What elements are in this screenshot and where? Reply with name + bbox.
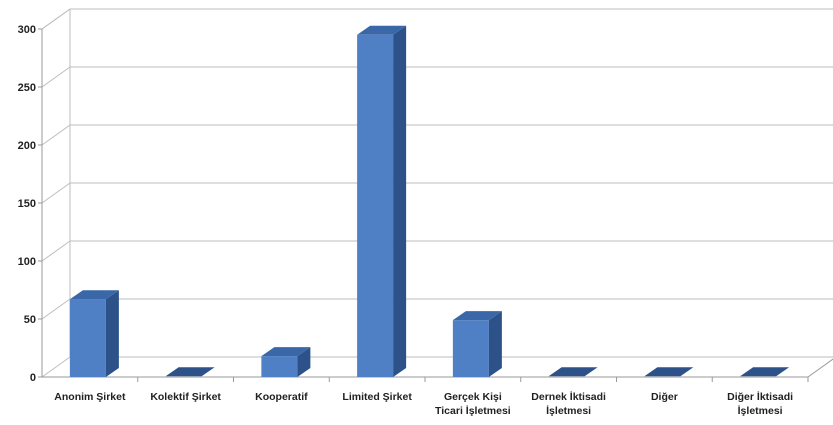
y-tick-label: 250 [18, 82, 36, 94]
bars [69, 25, 790, 378]
y-tick-label: 200 [18, 140, 36, 152]
x-tick-label: Dernek İktisadi İşletmesi [531, 390, 606, 417]
bar-top [69, 290, 119, 300]
bar-top [261, 347, 311, 357]
bar-front [69, 299, 106, 377]
bar [452, 311, 502, 377]
bar-side [488, 311, 502, 377]
y-tick-label: 300 [18, 24, 36, 36]
y-tick-label: 150 [18, 198, 36, 210]
bar-top [548, 367, 598, 377]
x-tick-label: Gerçek Kişi Ticari İşletmesi [435, 391, 511, 417]
x-tick-label: Kooperatif [255, 391, 308, 403]
bar-top [740, 367, 790, 377]
bar-side [393, 25, 407, 378]
bar [548, 367, 598, 377]
x-tick-label: Anonim Şirket [54, 391, 126, 403]
bar-top [357, 25, 407, 35]
x-axis: Anonim Şirket Kolektif Şirket Kooperatif Li… [54, 377, 809, 417]
y-tick-label: 100 [18, 256, 36, 268]
x-tick-label: Kolektif Şirket [150, 391, 221, 403]
bar-top [452, 311, 502, 321]
gridline-side [41, 356, 71, 378]
bar [165, 367, 215, 377]
y-axis: 0 50 100 150 200 250 300 [18, 24, 43, 384]
bar-side [105, 290, 119, 377]
bar [261, 347, 311, 377]
x-tick-label: Limited Şirket [342, 391, 412, 403]
y-tick-label: 0 [30, 372, 36, 384]
floor-side-edge [807, 358, 833, 378]
bar-side [297, 347, 311, 377]
bar-top [165, 367, 215, 377]
gridline-side [41, 182, 71, 204]
bar-top [644, 367, 694, 377]
bar [644, 367, 694, 377]
bar [740, 367, 790, 377]
bar-front [357, 34, 394, 378]
bar [69, 290, 119, 377]
y-tick-label: 50 [24, 314, 36, 326]
bar-front [452, 320, 489, 377]
gridlines [41, 8, 833, 378]
bar [357, 25, 407, 378]
x-tick-label: Diğer İktisadi İşletmesi [727, 390, 793, 417]
bar-front [261, 356, 298, 377]
gridline-side [41, 124, 71, 146]
gridline-side [41, 240, 71, 262]
x-tick-label: Diğer [651, 391, 678, 403]
gridline-side [41, 298, 71, 320]
gridline-side [41, 66, 71, 88]
gridline-side [41, 8, 71, 30]
